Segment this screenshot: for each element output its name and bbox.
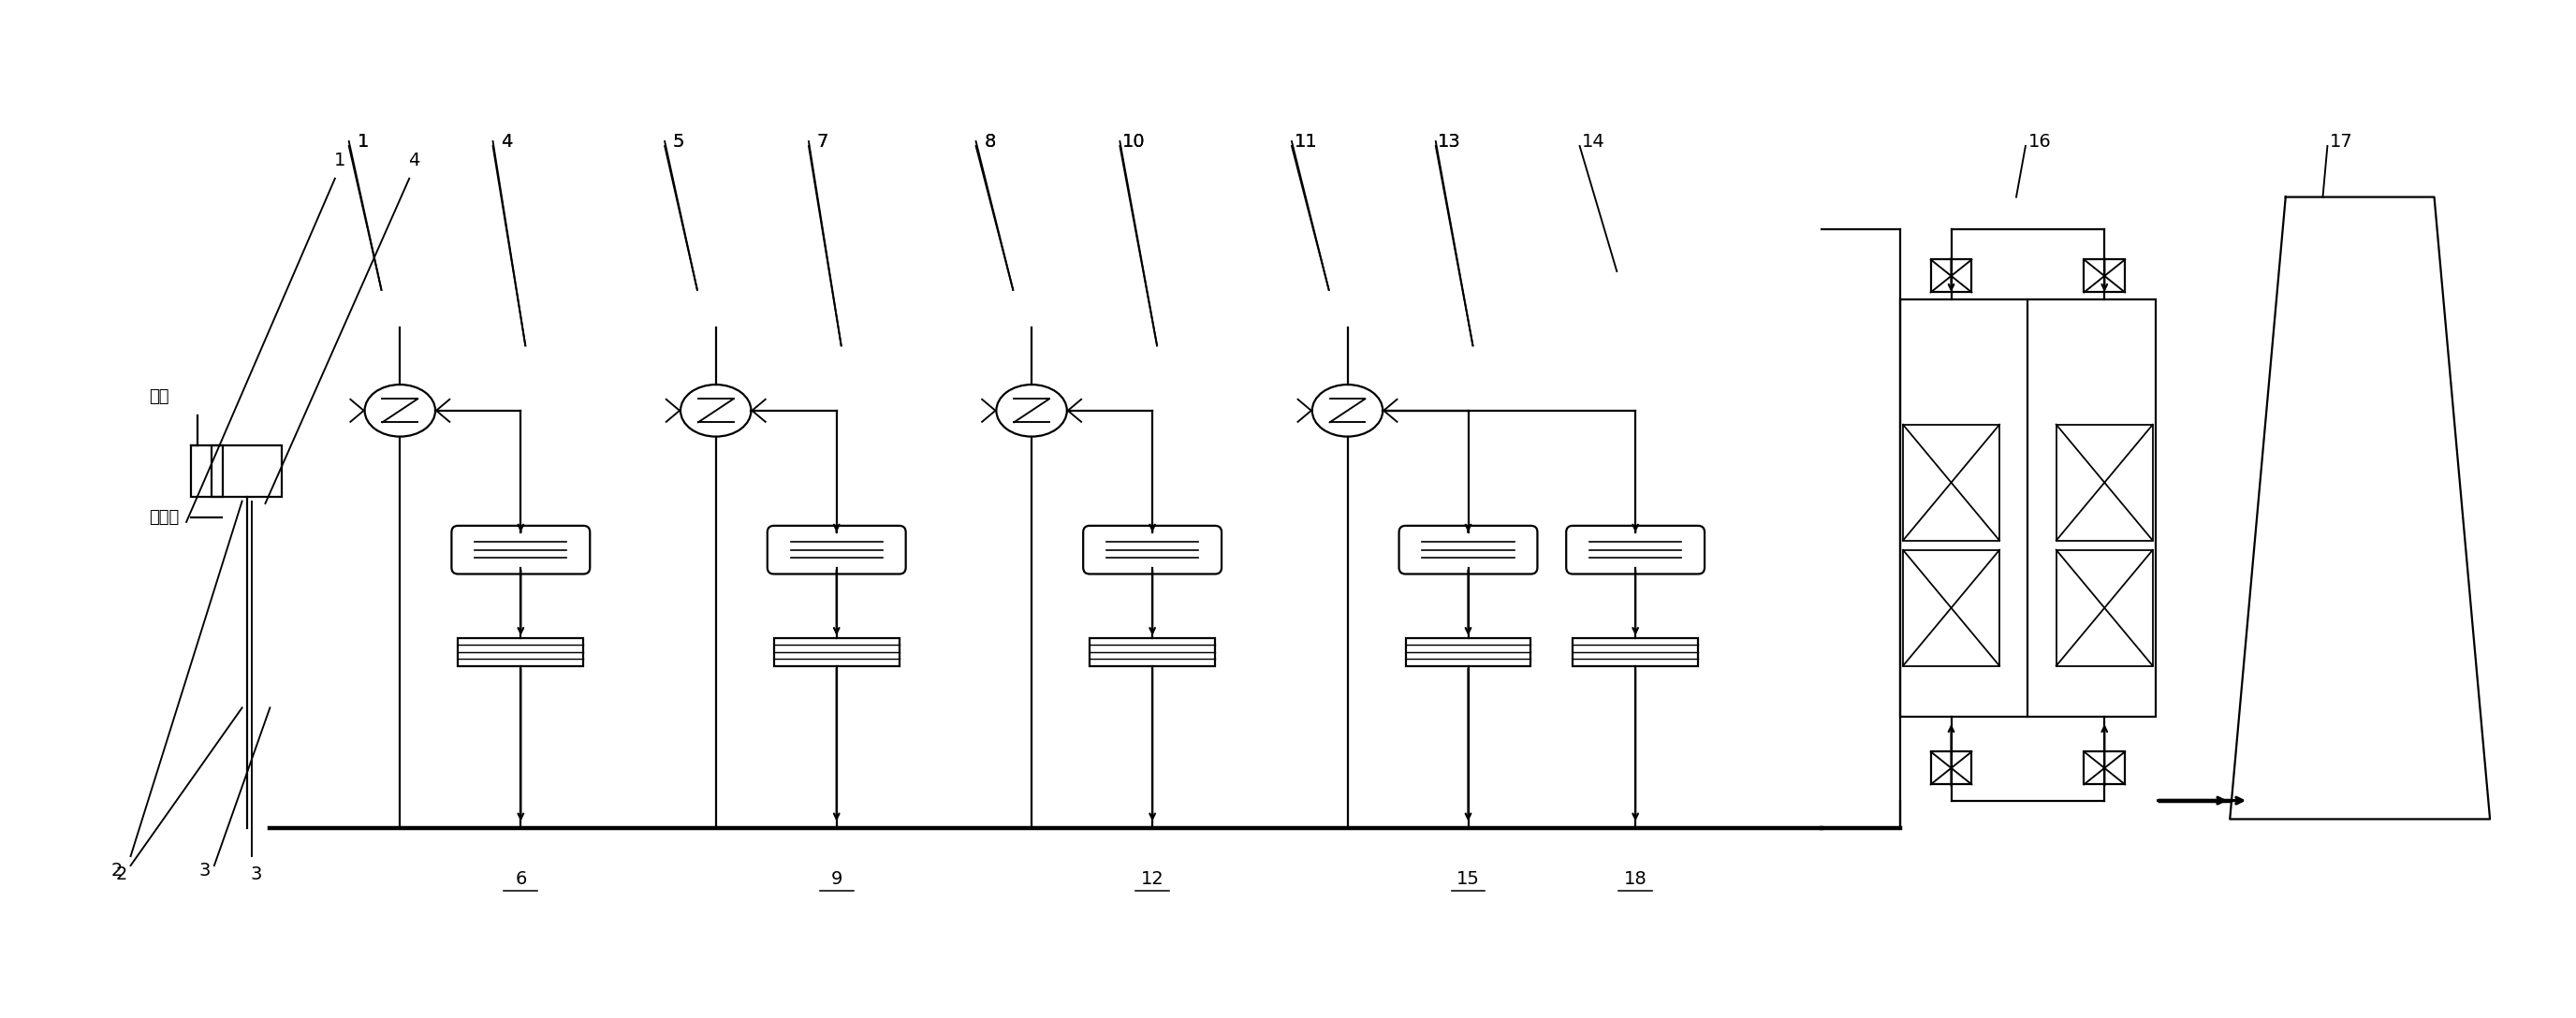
Bar xyxy=(459,638,582,666)
Bar xyxy=(773,638,899,666)
Text: 2: 2 xyxy=(116,865,126,884)
Text: 18: 18 xyxy=(1623,870,1646,888)
Bar xyxy=(1901,299,2156,717)
Bar xyxy=(2056,550,2154,666)
Text: 5: 5 xyxy=(672,132,685,151)
Text: 2: 2 xyxy=(111,861,124,880)
Text: 1: 1 xyxy=(335,152,345,169)
Text: 1: 1 xyxy=(358,132,368,151)
Text: 10: 10 xyxy=(1123,132,1146,151)
Text: 3: 3 xyxy=(198,861,211,880)
Text: 13: 13 xyxy=(1437,132,1461,151)
Text: 16: 16 xyxy=(2027,132,2050,151)
Text: 7: 7 xyxy=(817,132,829,151)
Text: 4: 4 xyxy=(500,132,513,151)
Text: 11: 11 xyxy=(1293,132,1316,151)
Bar xyxy=(2056,425,2154,541)
Text: 6: 6 xyxy=(515,870,526,888)
Bar xyxy=(1090,638,1216,666)
Text: 15: 15 xyxy=(1455,870,1479,888)
Text: 4: 4 xyxy=(500,132,513,151)
Bar xyxy=(1904,425,1999,541)
Text: 13: 13 xyxy=(1437,132,1461,151)
Text: 空气: 空气 xyxy=(149,388,170,405)
Text: 酸性气: 酸性气 xyxy=(149,509,180,525)
Bar xyxy=(2084,751,2125,785)
Bar xyxy=(1932,751,1971,785)
Text: 8: 8 xyxy=(984,132,994,151)
Text: 5: 5 xyxy=(672,132,685,151)
Text: 10: 10 xyxy=(1123,132,1146,151)
Text: 9: 9 xyxy=(832,870,842,888)
Text: 3: 3 xyxy=(250,865,263,884)
Bar xyxy=(1406,638,1530,666)
Bar xyxy=(1574,638,1698,666)
Bar xyxy=(191,446,224,497)
Text: 4: 4 xyxy=(407,152,420,169)
Text: 17: 17 xyxy=(2329,132,2352,151)
Bar xyxy=(211,446,281,497)
Text: 11: 11 xyxy=(1293,132,1316,151)
Text: 12: 12 xyxy=(1141,870,1164,888)
Bar xyxy=(2084,260,2125,292)
Bar xyxy=(1932,260,1971,292)
Text: 8: 8 xyxy=(984,132,994,151)
Text: 7: 7 xyxy=(817,132,829,151)
Text: 14: 14 xyxy=(1582,132,1605,151)
Text: 1: 1 xyxy=(358,132,368,151)
Bar xyxy=(1904,550,1999,666)
